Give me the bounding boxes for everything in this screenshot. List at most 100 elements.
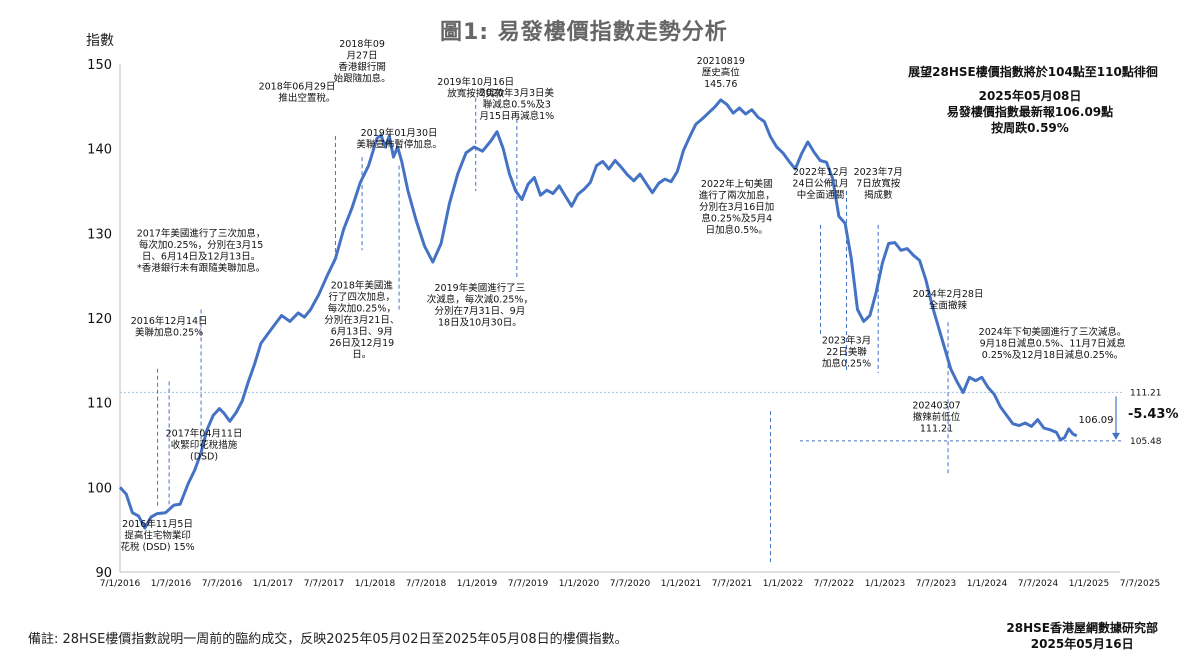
annotation-text: 每次加0.25%， — [328, 302, 396, 314]
x-tick-label: 7/7/2016 — [202, 579, 243, 589]
annotation-text: 加息0.25% — [822, 357, 871, 369]
y-tick-label: 90 — [95, 566, 112, 581]
x-tick-label: 1/1/2017 — [253, 579, 293, 589]
annotation-text: *香港銀行未有跟隨美聯加息。 — [137, 262, 265, 274]
x-tick-label: 7/7/2021 — [712, 579, 752, 589]
annotation-text: 2019年美國進行了三 — [435, 282, 526, 294]
annotation-text: 145.76 — [704, 79, 737, 90]
index-series-line — [118, 98, 1078, 530]
annotation-text: 日。 — [352, 349, 371, 360]
annotation-text: 美聯宣佈暫停加息。 — [356, 138, 442, 150]
x-tick-label: 1/1/2024 — [967, 579, 1008, 589]
annotation-text: 次減息，每次減0.25%， — [427, 293, 533, 305]
annotation-text: 日、6月14日及12月13日。 — [142, 252, 260, 263]
y-tick-label: 120 — [87, 312, 112, 327]
y-tick-label: 150 — [87, 58, 112, 73]
annotation-text: 22日美聯 — [826, 346, 867, 358]
annotation-text: 收緊印花稅措施 — [171, 439, 238, 451]
annotation-text: 2020年3月3日美 — [480, 87, 555, 99]
annotation-text: 分別在3月21日、 — [324, 314, 399, 326]
x-tick-label: 7/1/2016 — [100, 579, 141, 589]
annotation-text: 6月13日、9月 — [331, 326, 393, 337]
annotation-text: 月27日 — [347, 51, 378, 62]
annotation-text: 2017年美國進行了三次加息， — [137, 228, 266, 240]
annotation-text: 每次加0.25%，分別在3月15 — [139, 239, 263, 251]
annotation-text: 揭成數 — [864, 189, 893, 201]
annotation-text: 9月18日減息0.5%、11月7日減息 — [980, 337, 1126, 349]
annotation-text: 放寬按揭貸款 — [447, 88, 505, 100]
annotation-text: 2019年10月16日 — [437, 76, 514, 88]
summary-latest: 2025年05月08日 易發樓價指數最新報106.09點 按周跌0.59% — [920, 88, 1140, 136]
annotation-text: 26日及12月19 — [329, 338, 394, 349]
annotation-text: 2016年11月5日 — [122, 518, 193, 530]
annotation-text: 2018年06月29日 — [259, 80, 336, 92]
annotation-text: 20210819 — [697, 56, 745, 67]
annotation-text: 2023年7月 — [854, 166, 903, 178]
annotation-text: 2024年下旬美國進行了三次減息。 — [979, 326, 1127, 338]
change-label: -5.43% — [1128, 407, 1179, 422]
reference-label-low: 105.48 — [1130, 437, 1162, 447]
annotation-text: 始跟隨加息。 — [334, 73, 391, 85]
x-tick-label: 7/7/2020 — [610, 579, 651, 589]
summary-outlook: 展望28HSE樓價指數將於104點至110點徘徊 — [908, 65, 1158, 79]
annotation-text: 中全面通關 — [797, 189, 845, 201]
x-tick-label: 7/7/2018 — [406, 579, 447, 589]
annotation-text: 推出空置稅。 — [278, 92, 335, 104]
annotation-text: 7日放寬按 — [856, 177, 901, 189]
x-tick-label: 1/1/2019 — [457, 579, 498, 589]
annotation-text: 2016年12月14日 — [131, 315, 208, 327]
annotation-text: 美聯加息0.25% — [135, 326, 203, 338]
annotation-text: 分別在3月16日加 — [699, 201, 774, 213]
x-tick-label: 7/7/2025 — [1120, 579, 1160, 589]
annotation-text: 0.25%及12月18日減息0.25%。 — [982, 349, 1124, 361]
x-tick-label: 7/7/2024 — [1018, 579, 1059, 589]
summary-weekly-change: 按周跌0.59% — [991, 121, 1069, 135]
annotation-text: 聯減息0.5%及3 — [483, 99, 551, 111]
annotation-text: 2019年01月30日 — [361, 127, 438, 139]
footnote: 備註: 28HSE樓價指數說明一周前的臨約成交，反映2025年05月02日至20… — [28, 632, 628, 647]
annotation-text: 24日公佈1月 — [792, 177, 848, 189]
y-tick-label: 100 — [87, 481, 112, 496]
x-tick-label: 1/1/2025 — [1069, 579, 1109, 589]
x-tick-label: 1/7/2016 — [151, 579, 192, 589]
annotation-text: 全面撤辣 — [929, 299, 968, 311]
annotation-text: 行了四次加息， — [329, 291, 396, 303]
y-axis-title: 指數 — [86, 33, 114, 49]
annotation-text: 提高住宅物業印 — [124, 530, 191, 542]
annotation-text: 歷史高位 — [702, 67, 741, 79]
annotation-text: 香港銀行開 — [338, 61, 386, 73]
x-tick-label: 7/7/2023 — [916, 579, 956, 589]
x-tick-label: 1/1/2022 — [763, 579, 803, 589]
annotation-text: 2018年09 — [339, 38, 385, 50]
chart-title: 圖1: 易發樓價指數走勢分析 — [440, 20, 728, 45]
annotation-text: 息0.25%及5月4 — [701, 212, 772, 224]
x-tick-label: 1/1/2018 — [355, 579, 396, 589]
x-tick-label: 1/1/2020 — [559, 579, 600, 589]
annotation-text: 2022年12月 — [793, 166, 848, 178]
last-value-label: 106.09 — [1079, 415, 1114, 426]
annotation-text: 分別在7月31日、9月 — [435, 305, 526, 317]
annotation-text: 日加息0.5%。 — [706, 224, 768, 236]
annotation-text: (DSD) — [190, 452, 218, 463]
y-tick-label: 140 — [87, 143, 112, 158]
credit-date: 2025年05月16日 — [1030, 637, 1134, 651]
reference-label-high: 111.21 — [1130, 388, 1162, 398]
annotation-text: 18日及10月30日。 — [438, 317, 522, 328]
summary-latest-index: 易發樓價指數最新報106.09點 — [946, 105, 1114, 119]
annotation-text: 月15日再減息1% — [480, 110, 555, 122]
x-tick-label: 7/7/2019 — [508, 579, 549, 589]
annotation-text: 111.21 — [920, 424, 953, 435]
y-tick-label: 110 — [87, 397, 112, 412]
annotation-text: 撤辣前低位 — [913, 411, 961, 423]
change-arrow-head — [1112, 432, 1120, 440]
annotation-text: 花稅 (DSD) 15% — [120, 541, 194, 553]
y-tick-label: 130 — [87, 227, 112, 242]
annotation-text: 20240307 — [912, 401, 960, 412]
credit: 28HSE香港屋網數據研究部 2025年05月16日 — [1006, 620, 1158, 652]
annotation-text: 2022年上旬美國 — [701, 178, 773, 190]
annotation-text: 2018年美國進 — [331, 279, 394, 291]
summary-headline: 展望28HSE樓價指數將於104點至110點徘徊 — [888, 64, 1178, 80]
x-tick-label: 1/1/2021 — [661, 579, 701, 589]
annotation-text: 2024年2月28日 — [913, 288, 984, 300]
